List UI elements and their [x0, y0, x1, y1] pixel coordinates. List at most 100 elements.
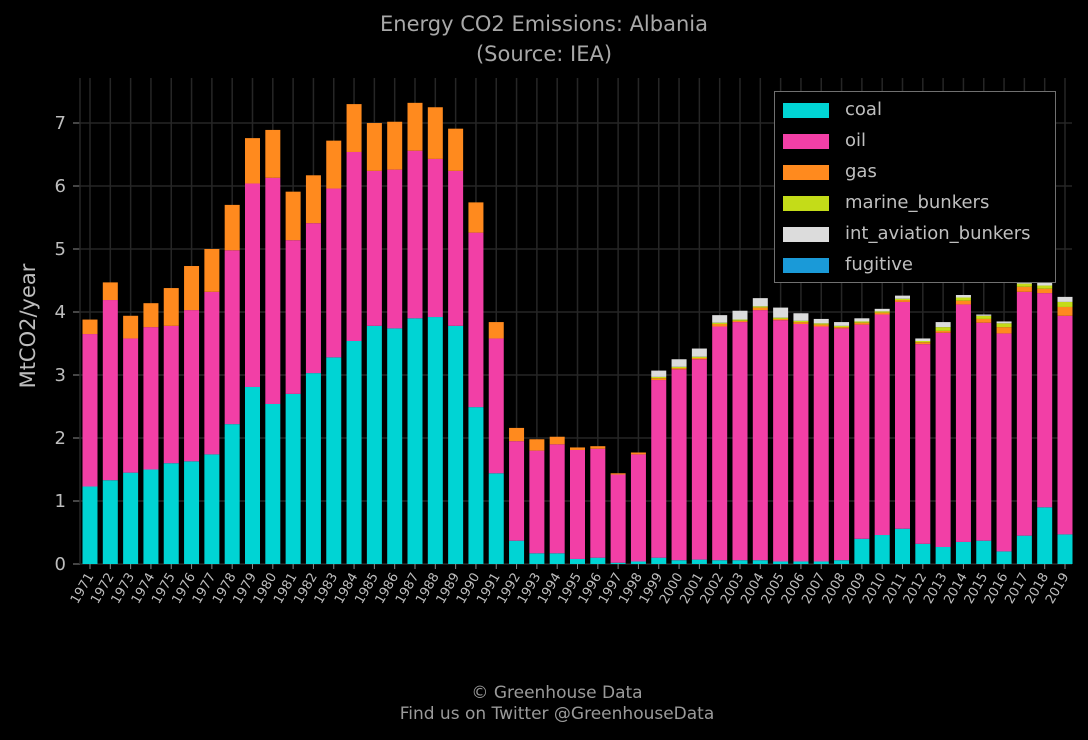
- bar-segment-oil: [245, 183, 260, 387]
- bar-segment-gas: [549, 436, 565, 445]
- bar-segment-coal: [143, 469, 159, 564]
- bar-segment-gas: [346, 104, 362, 152]
- bar-segment-gas: [265, 129, 281, 178]
- chart-subtitle: (Source: IEA): [475, 42, 613, 66]
- bar-segment-gas: [935, 330, 951, 333]
- legend-label-marine-bunkers: marine_bunkers: [845, 192, 990, 213]
- bar-segment-oil: [509, 441, 525, 541]
- bar-segment-coal: [630, 561, 646, 564]
- legend-label-fugitive: fugitive: [845, 254, 913, 275]
- bar-segment-gas: [488, 322, 504, 339]
- bar-segment-oil: [468, 232, 484, 408]
- bar-segment-gas: [123, 315, 139, 339]
- legend-swatch-fugitive: [783, 258, 829, 273]
- legend: coal oil gas marine_bunkers int_aviation…: [774, 91, 1056, 283]
- bar-segment-int-aviation-bunkers: [935, 322, 951, 328]
- bar-segment-gas: [163, 288, 179, 326]
- bar-segment-coal: [224, 424, 240, 564]
- legend-label-gas: gas: [845, 161, 877, 182]
- bar-segment-gas: [245, 138, 260, 184]
- legend-label-int-aviation-bunkers: int_aviation_bunkers: [845, 223, 1031, 244]
- bar-segment-int-aviation-bunkers: [996, 321, 1012, 324]
- bar-segment-gas: [1016, 286, 1032, 292]
- bar-segment-oil: [915, 344, 931, 544]
- bar-segment-coal: [509, 540, 525, 564]
- bar-segment-int-aviation-bunkers: [955, 294, 971, 298]
- bar-segment-gas: [184, 266, 200, 311]
- bar-segment-gas: [407, 102, 423, 151]
- bar-segment-oil: [1016, 291, 1032, 536]
- bar-segment-int-aviation-bunkers: [834, 322, 850, 326]
- bar-segment-oil: [184, 310, 200, 462]
- bar-segment-coal: [610, 562, 626, 564]
- bar-segment-coal: [468, 407, 484, 564]
- y-tick-label: 7: [55, 113, 66, 134]
- bar-segment-gas: [366, 123, 382, 171]
- bar-segment-int-aviation-bunkers: [651, 370, 667, 377]
- bar-segment-gas: [732, 320, 748, 323]
- bar-segment-coal: [1057, 534, 1073, 564]
- bar-segment-oil: [224, 250, 240, 425]
- bar-segment-coal: [813, 561, 829, 564]
- bar-segment-oil: [773, 320, 789, 562]
- bar-segment-int-aviation-bunkers: [895, 295, 910, 299]
- y-axis-label: MtCO2/year: [16, 263, 40, 389]
- bar-segment-oil: [488, 338, 504, 474]
- bar-segment-int-aviation-bunkers: [1057, 296, 1073, 302]
- bar-segment-oil: [895, 301, 910, 529]
- bar-segment-gas: [82, 319, 98, 335]
- bar-segment-coal: [427, 317, 443, 564]
- bar-segment-gas: [590, 446, 606, 449]
- bar-segment-int-aviation-bunkers: [874, 308, 890, 312]
- bar-segment-marine-bunkers: [793, 320, 809, 323]
- bar-segment-coal: [326, 357, 342, 564]
- bar-segment-gas: [468, 202, 484, 233]
- bar-segment-oil: [630, 454, 646, 562]
- bar-segment-gas: [285, 191, 301, 241]
- bar-segment-oil: [326, 188, 342, 358]
- y-tick-label: 4: [55, 302, 66, 323]
- legend-swatch-gas: [783, 165, 829, 180]
- bar-segment-gas: [712, 323, 728, 327]
- credit-twitter: Find us on Twitter @GreenhouseData: [399, 704, 715, 724]
- bar-segment-marine-bunkers: [712, 322, 728, 324]
- bar-segment-gas: [630, 452, 646, 455]
- legend-label-coal: coal: [845, 99, 882, 120]
- bar-segment-coal: [448, 325, 464, 564]
- bar-segment-coal: [123, 472, 139, 564]
- bar-segment-gas: [224, 204, 240, 251]
- bar-segment-gas: [305, 175, 321, 224]
- bar-segment-gas: [854, 322, 870, 325]
- bar-segment-oil: [1057, 315, 1073, 535]
- bar-segment-int-aviation-bunkers: [793, 313, 809, 321]
- bar-segment-coal: [549, 553, 565, 564]
- bar-segment-coal: [245, 386, 260, 564]
- bars: [82, 102, 1073, 564]
- bar-segment-oil: [651, 380, 667, 558]
- bar-segment-gas: [691, 357, 707, 360]
- bar-segment-coal: [1016, 535, 1032, 564]
- bar-segment-coal: [752, 560, 768, 564]
- bar-segment-coal: [732, 560, 748, 564]
- bar-segment-oil: [305, 223, 321, 374]
- bar-segment-coal: [935, 546, 951, 564]
- bar-segment-gas: [1037, 288, 1053, 294]
- bar-segment-oil: [529, 450, 545, 554]
- bar-segment-oil: [813, 326, 829, 562]
- bar-segment-coal: [305, 373, 321, 564]
- bar-segment-coal: [265, 403, 281, 564]
- bar-segment-int-aviation-bunkers: [813, 318, 829, 324]
- bar-segment-coal: [854, 538, 870, 564]
- bar-segment-oil: [834, 328, 850, 561]
- bar-segment-gas: [102, 282, 118, 301]
- legend-swatch-int-aviation-bunkers: [783, 227, 829, 242]
- bar-segment-gas: [895, 300, 910, 302]
- legend-label-oil: oil: [845, 130, 867, 151]
- bar-segment-oil: [955, 304, 971, 542]
- bar-segment-oil: [793, 323, 809, 562]
- y-tick-label: 2: [55, 428, 66, 449]
- legend-swatch-coal: [783, 103, 829, 118]
- bar-segment-oil: [448, 170, 464, 326]
- bar-segment-oil: [671, 369, 687, 561]
- chart-title: Energy CO2 Emissions: Albania: [380, 12, 708, 36]
